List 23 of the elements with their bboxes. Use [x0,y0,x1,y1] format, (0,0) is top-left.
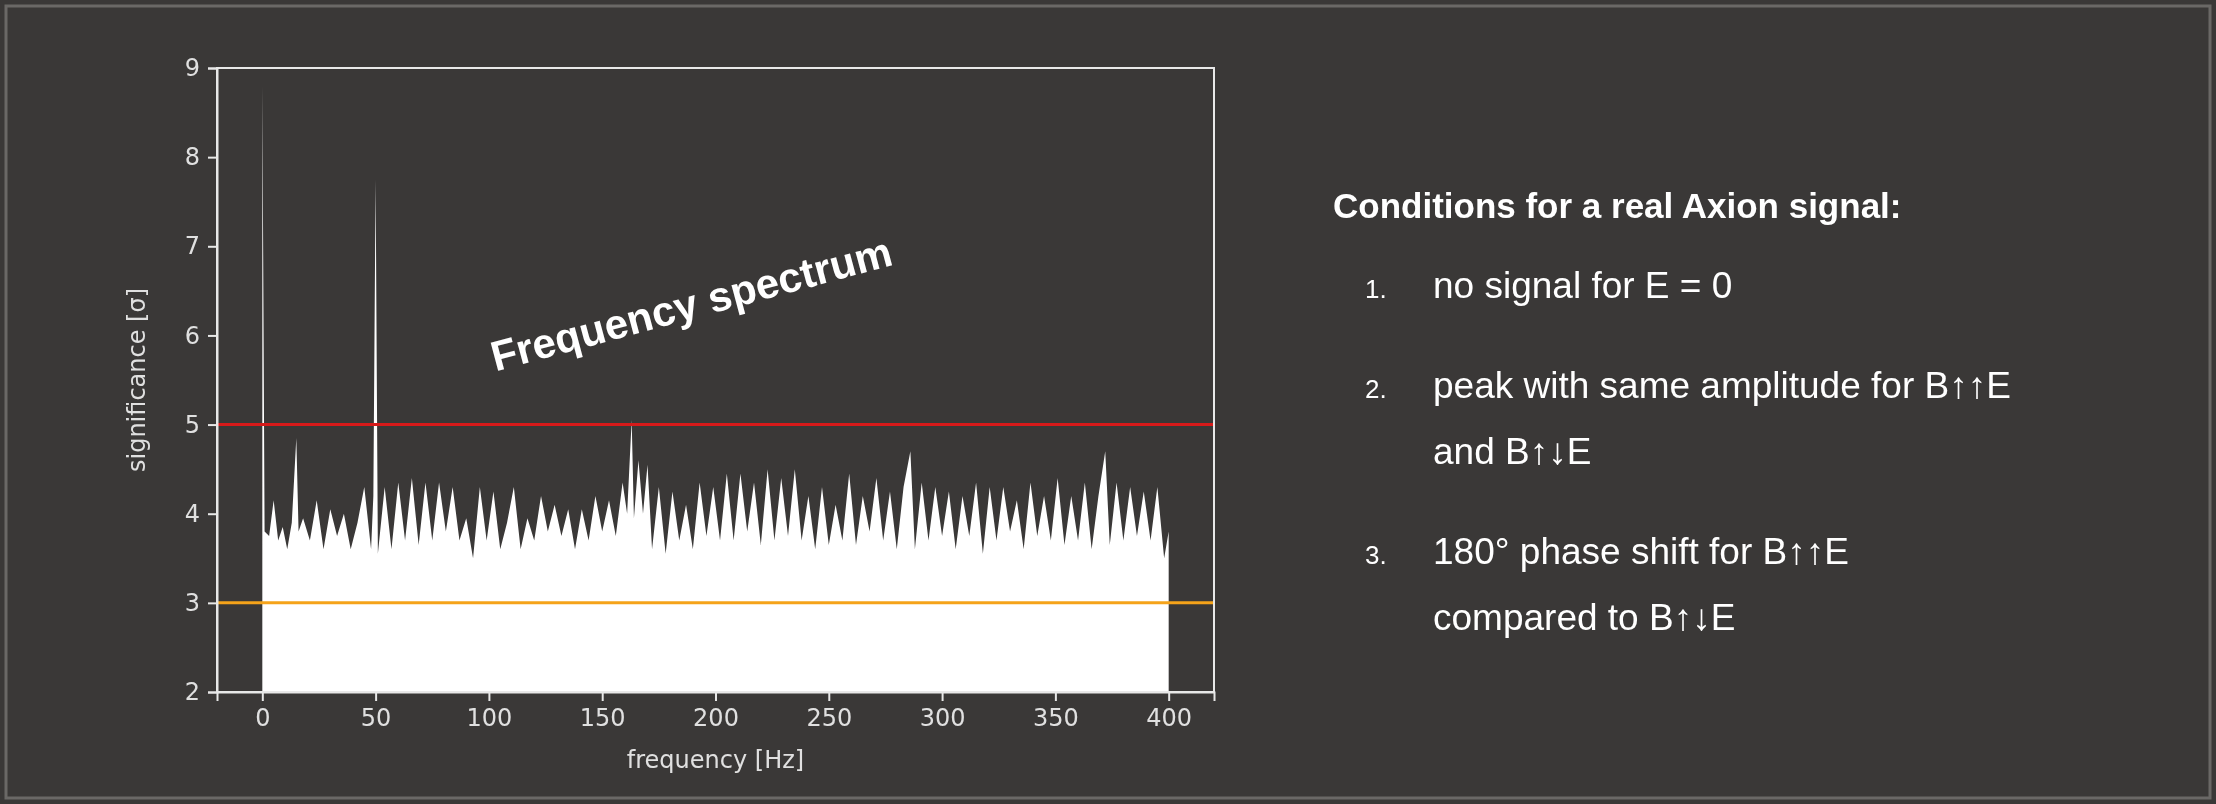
y-tick-label: 6 [184,321,200,350]
y-tick-label: 3 [184,589,200,618]
x-tick-label: 300 [919,704,966,733]
x-tick-label: 150 [579,704,626,733]
x-tick-label: 350 [1032,704,1079,733]
x-tick-label: 400 [1146,704,1193,733]
text: Conditions for a real Axion signal: [1333,186,1902,225]
x-tick-label: 250 [806,704,853,733]
x-axis-title: frequency [Hz] [626,746,805,774]
y-tick-label: 9 [184,54,200,83]
y-tick-label: 5 [184,410,200,439]
x-tick-label: 200 [693,704,739,733]
x-tick-label: 0 [255,704,271,733]
y-tick-label: 8 [184,143,200,172]
y-tick-label: 7 [184,232,200,261]
y-axis-title: significance [σ] [123,287,151,473]
text: 1. no signal for E = 0 [1365,265,1733,306]
y-tick-label: 4 [184,499,200,528]
y-tick-label: 2 [184,678,200,707]
x-tick-label: 50 [360,704,392,733]
text: 2. peak with same amplitude for B↑↑E and B↑↓E [1365,365,2011,472]
x-tick-label: 100 [466,704,513,733]
text: 3. 180° phase shift for B↑↑E compared to B↑↓E [1365,531,1849,638]
